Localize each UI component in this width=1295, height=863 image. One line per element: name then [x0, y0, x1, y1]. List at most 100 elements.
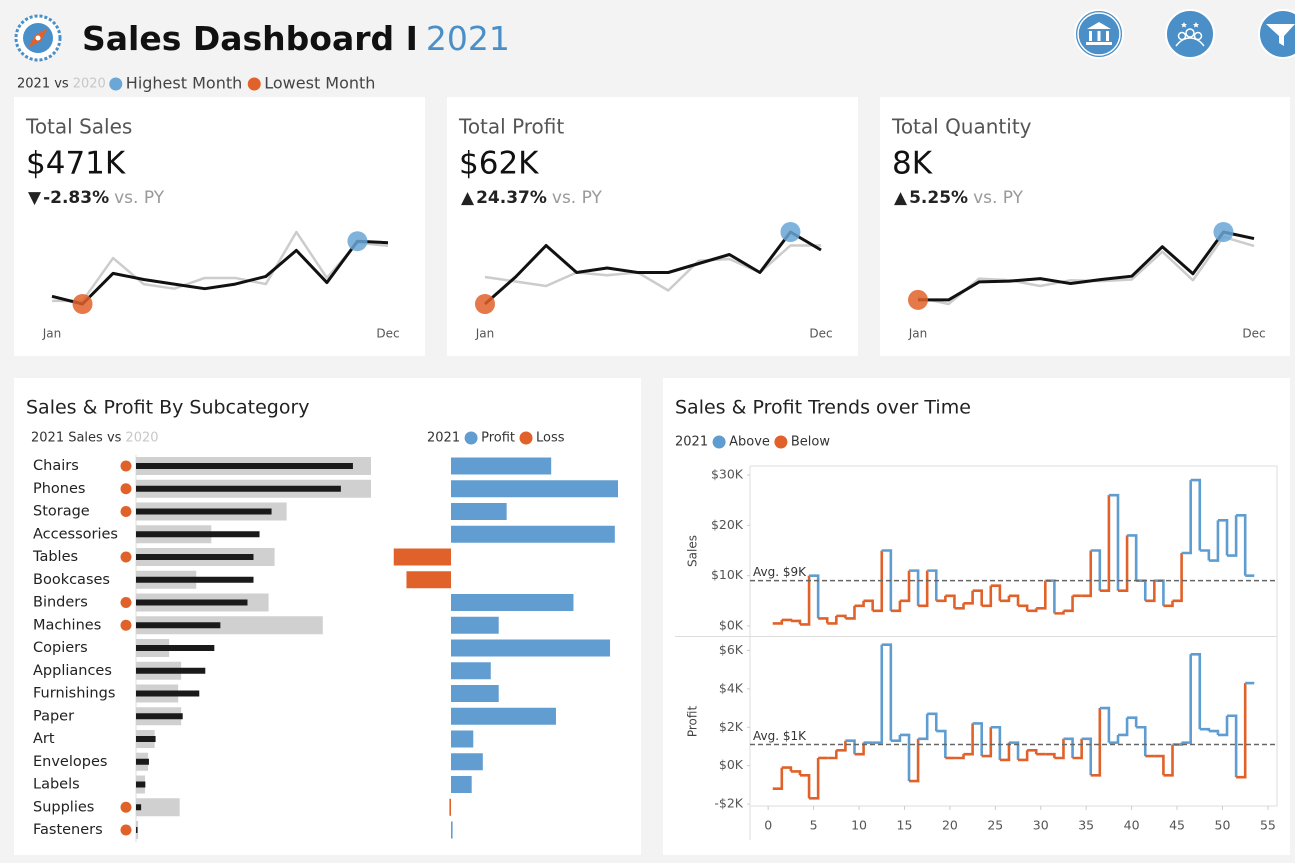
card [14, 378, 641, 855]
legend-label: Below [791, 435, 830, 450]
bar-2021 [136, 599, 248, 606]
step-segment [1181, 480, 1192, 555]
step-segment [827, 615, 838, 625]
category-label: Phones [33, 481, 85, 497]
kpi-arrow: ▲ [461, 188, 475, 208]
step-segment [790, 619, 802, 625]
title: Sales Dashboard I [82, 19, 418, 58]
step-segment [1008, 594, 1020, 606]
kpi-arrow: ▼ [28, 188, 42, 208]
x-tick-label: Jan [475, 327, 495, 341]
category-label: Bookcases [33, 572, 110, 588]
kpi-change-value: 24.37% [476, 188, 547, 208]
category-label: Envelopes [33, 754, 107, 770]
highest-marker [780, 222, 801, 242]
decline-marker [120, 801, 132, 813]
filter-icon[interactable] [1258, 9, 1295, 59]
step-segment [845, 739, 856, 755]
step-segment [927, 569, 938, 601]
category-label: Accessories [33, 526, 118, 542]
step-segment [781, 618, 793, 622]
kpi-label: Total Profit [458, 115, 564, 139]
step-segment [1136, 725, 1147, 757]
x-tick-label: 45 [1169, 818, 1185, 833]
bar-2021 [136, 531, 260, 538]
category-label: Tables [32, 549, 78, 565]
x-tick-label: Dec [376, 327, 399, 341]
legend-marker [774, 435, 788, 449]
kpi-value: $471K [26, 146, 126, 182]
sparkline [918, 230, 1255, 302]
legend-marker [712, 435, 726, 449]
category-label: Storage [33, 504, 90, 520]
step-segment [1018, 750, 1029, 762]
step-segment [881, 549, 893, 611]
step-segment [963, 723, 974, 756]
x-tick-label: 0 [764, 818, 772, 833]
logo [14, 14, 62, 62]
step-segment [1108, 493, 1120, 591]
kpi-arrow: ▲ [894, 188, 908, 208]
step-segment [1108, 734, 1120, 744]
decline-marker [120, 460, 132, 472]
profit-bar [451, 457, 552, 475]
step-segment [1036, 580, 1047, 610]
step-segment [899, 733, 911, 782]
kpi-change: ▲ 24.37% vs. PY [461, 188, 602, 208]
y-tick-label: $20K [711, 517, 744, 532]
decline-marker [120, 483, 132, 495]
category-label: Binders [33, 595, 88, 611]
legend-marker [109, 77, 123, 91]
step-segment [872, 644, 884, 744]
legend-marker [247, 77, 261, 91]
y-tick-label: $30K [711, 467, 744, 482]
kpi-change: ▲ 5.25% vs. PY [894, 188, 1024, 208]
bar-2021 [136, 508, 272, 515]
kpi-label: Total Quantity [891, 115, 1032, 139]
profit-bar [451, 776, 472, 793]
profit-bar [406, 571, 451, 589]
y-tick-label: $6K [719, 642, 744, 657]
step-segment [1081, 737, 1093, 776]
profit-bar [451, 503, 507, 520]
highest-marker [347, 231, 368, 252]
legend-label: Profit [481, 431, 515, 446]
y-tick-label: $10K [711, 567, 744, 582]
bar-2021 [136, 622, 221, 629]
x-tick-label: 30 [1033, 818, 1049, 833]
x-tick-label: Jan [42, 327, 62, 341]
step-segment [981, 727, 993, 758]
profit-bar [451, 616, 499, 634]
step-segment [1090, 549, 1102, 591]
step-segment [1008, 741, 1020, 760]
average-label: Avg. $1K [753, 729, 807, 743]
step-segment [1163, 600, 1174, 608]
team-icon[interactable] [1165, 9, 1215, 59]
step-segment [1163, 744, 1174, 777]
bar-2021 [136, 667, 206, 674]
step-segment [854, 600, 865, 608]
legend-label: Above [729, 435, 770, 450]
step-segment [1081, 550, 1093, 598]
x-tick-label: 10 [851, 818, 867, 833]
step-segment [863, 599, 874, 611]
title-year: 2021 [426, 19, 510, 58]
step-segment [890, 734, 902, 743]
step-segment [1154, 579, 1165, 606]
step-segment [1099, 495, 1111, 593]
step-segment [809, 574, 820, 619]
highest-marker [1213, 222, 1234, 242]
legend-label: 2021 Sales vs [31, 431, 122, 446]
sparkline [484, 230, 822, 306]
profit-bar [393, 548, 451, 566]
decline-marker [120, 597, 132, 608]
bank-icon[interactable] [1074, 9, 1124, 59]
legend-label: 2020 [125, 431, 158, 446]
decline-marker [120, 619, 132, 631]
bar-2020 [136, 616, 323, 635]
category-label: Chairs [33, 458, 79, 474]
step-segment [1063, 595, 1074, 613]
bar-2021 [136, 645, 215, 651]
category-label: Appliances [33, 663, 112, 679]
